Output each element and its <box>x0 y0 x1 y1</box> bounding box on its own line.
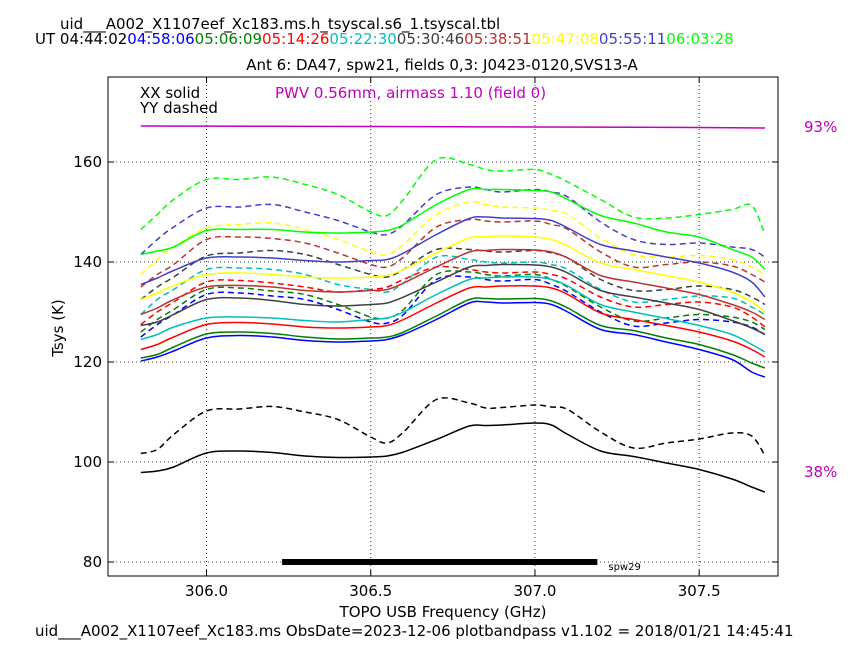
x-tick-label: 307.5 <box>678 582 721 600</box>
y-axis-label: Tsys (K) <box>49 299 67 358</box>
ut-label: UT <box>35 30 60 48</box>
atm-layer: 93% 38% <box>140 118 837 481</box>
file-title: uid___A002_X1107eef_Xc183.ms.h_tsyscal.s… <box>60 15 500 34</box>
ut-time: 05:30:46 <box>397 30 464 48</box>
series-line <box>140 254 766 316</box>
series-line <box>140 248 766 321</box>
legend-yy: YY dashed <box>139 99 218 117</box>
spw-layer: spw29 <box>282 559 641 573</box>
series-line <box>140 422 766 493</box>
legend-xx: XX solid <box>140 84 200 102</box>
x-tick-label: 306.0 <box>185 582 228 600</box>
y-tick-label: 100 <box>73 453 102 471</box>
x-tick-label: 307.0 <box>513 582 556 600</box>
series-line <box>140 200 766 276</box>
x-axis-label: TOPO USB Frequency (GHz) <box>339 603 547 621</box>
series-line <box>140 276 766 353</box>
y-tick-label: 140 <box>73 253 102 271</box>
series-line <box>140 285 766 358</box>
series-line <box>140 300 766 378</box>
transmission-percent-label: 38% <box>804 463 837 481</box>
spw-bar <box>282 559 598 565</box>
series-line <box>140 265 766 328</box>
axis-ticks: 306.0 306.5 307.0 307.5 80 100 120 140 160 <box>73 77 778 600</box>
ut-time: 05:14:26 <box>262 30 329 48</box>
footer-text: uid___A002_X1107eef_Xc183.ms ObsDate=202… <box>35 622 794 641</box>
pwv-label: PWV 0.56mm, airmass 1.10 (field 0) <box>275 84 546 102</box>
series-line <box>140 263 766 336</box>
series-line <box>140 218 766 288</box>
series-line <box>140 186 766 258</box>
atm-transmission-line <box>140 125 765 129</box>
ut-times-line: UT 04:44:0204:58:0605:06:0905:14:2605:22… <box>35 30 734 48</box>
ut-time: 05:55:11 <box>599 30 666 48</box>
series-layer <box>140 156 766 493</box>
series-line <box>140 235 766 313</box>
series-line <box>140 275 766 338</box>
ut-time: 05:47:08 <box>532 30 599 48</box>
series-line <box>140 187 766 271</box>
series-line <box>140 215 766 298</box>
series-line <box>140 297 766 369</box>
ut-time: 05:06:09 <box>195 30 262 48</box>
series-line <box>140 156 766 235</box>
x-tick-label: 306.5 <box>349 582 392 600</box>
spw-label: spw29 <box>608 562 640 573</box>
plot-frame <box>107 76 779 577</box>
plot-title: Ant 6: DA47, spw21, fields 0,3: J0423-01… <box>246 56 638 74</box>
ut-time: 04:58:06 <box>127 30 194 48</box>
series-line <box>140 397 766 456</box>
ut-time: 05:22:30 <box>329 30 396 48</box>
ut-time: 04:44:02 <box>60 30 127 48</box>
series-line <box>140 247 766 306</box>
transmission-percent-label: 93% <box>804 118 837 136</box>
ut-time: 06:03:28 <box>666 30 733 48</box>
y-tick-label: 120 <box>73 353 102 371</box>
y-tick-label: 160 <box>73 153 102 171</box>
ut-time: 05:38:51 <box>464 30 531 48</box>
y-tick-label: 80 <box>83 553 102 571</box>
